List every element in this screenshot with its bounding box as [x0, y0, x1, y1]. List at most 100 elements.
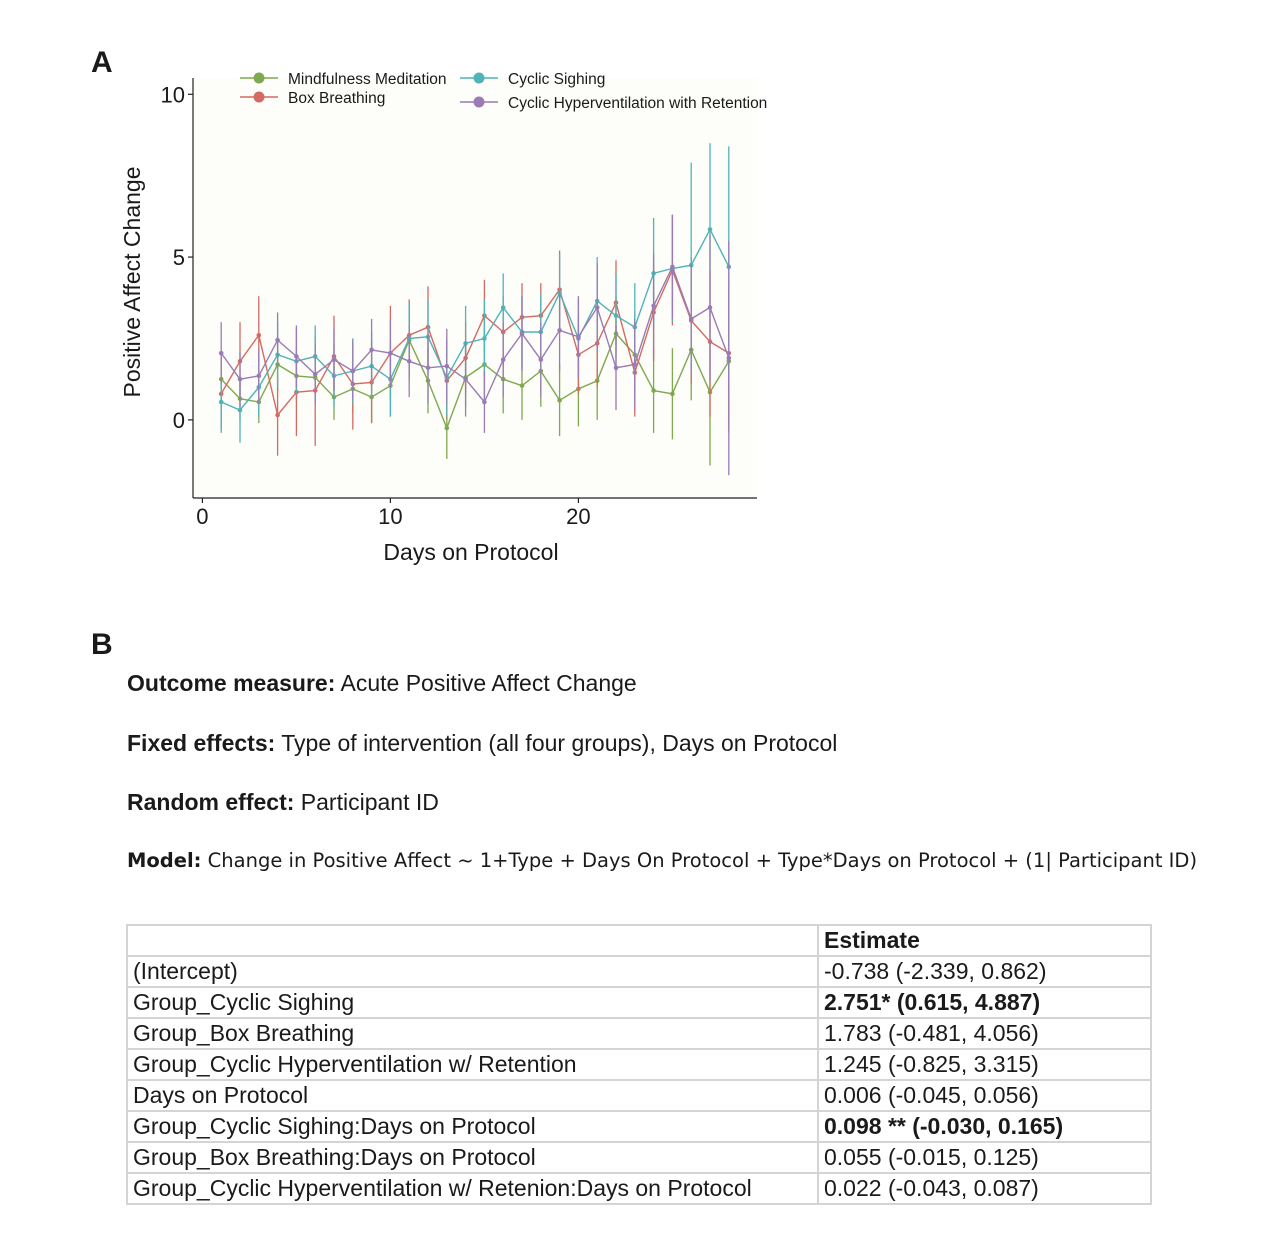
y-tick-label: 0 [173, 408, 185, 433]
data-point [632, 362, 638, 367]
legend-marker [253, 91, 265, 103]
table-header-estimate: Estimate [817, 924, 1152, 957]
data-point [425, 365, 431, 371]
legend-label: Cyclic Sighing [508, 71, 605, 88]
data-point [463, 376, 468, 382]
legend-marker [253, 72, 265, 84]
table-row: (Intercept) -0.738 (-2.339, 0.862) [126, 955, 1152, 988]
table-cell-term: Group_Cyclic Sighing [126, 986, 819, 1019]
table-cell-term: Group_Cyclic Sighing:Days on Protocol [126, 1110, 819, 1143]
outcome-measure-line: Outcome measure: Acute Positive Affect C… [127, 670, 637, 697]
table-row: Days on Protocol 0.006 (-0.045, 0.056) [126, 1079, 1152, 1112]
table-cell-estimate: 1.783 (-0.481, 4.056) [817, 1017, 1152, 1050]
data-point [275, 412, 280, 418]
y-axis-label: Positive Affect Change [119, 167, 145, 398]
data-point [519, 383, 525, 388]
data-point [388, 350, 393, 356]
table-cell-term: Group_Cyclic Hyperventilation w/ Retenti… [126, 1048, 819, 1081]
table-header-row: Estimate [126, 924, 1152, 957]
data-point [500, 357, 506, 362]
outcome-measure-label: Outcome measure: [127, 670, 336, 696]
table-cell-estimate: 0.006 (-0.045, 0.056) [817, 1079, 1152, 1112]
data-point [519, 331, 525, 336]
table-cell-estimate: 0.055 (-0.015, 0.125) [817, 1141, 1152, 1174]
model-line: Model: Change in Positive Affect ~ 1+Typ… [127, 849, 1197, 872]
legend-marker [473, 72, 485, 84]
data-point [688, 316, 694, 322]
data-point [594, 305, 600, 310]
data-point [218, 399, 224, 405]
y-tick-label: 10 [161, 82, 185, 107]
panel-b-label: B [91, 628, 113, 661]
data-point [237, 376, 243, 382]
data-point [557, 398, 562, 403]
table-row: Group_Cyclic Sighing:Days on Protocol 0.0… [126, 1110, 1152, 1143]
table-header-term [126, 924, 819, 957]
data-point [482, 336, 487, 341]
random-effect-label: Random effect: [127, 789, 295, 815]
data-point [500, 305, 506, 310]
x-tick-label: 10 [378, 504, 402, 529]
random-effect-line: Random effect: Participant ID [127, 789, 439, 816]
data-point [294, 354, 299, 359]
data-point [444, 425, 450, 431]
positive-affect-chart: 0 5 10 0 10 20 Days on Protocol Positive Affect… [119, 71, 767, 565]
data-point [538, 357, 544, 362]
series-line [220, 264, 730, 404]
table-cell-term: (Intercept) [126, 955, 819, 988]
table-cell-estimate: 0.022 (-0.043, 0.087) [817, 1172, 1152, 1205]
data-point [613, 365, 619, 371]
panel-a-label: A [91, 46, 113, 79]
data-point [707, 227, 713, 232]
data-point [576, 334, 581, 340]
data-point [482, 399, 487, 405]
data-point [350, 368, 356, 374]
data-point [331, 357, 337, 362]
legend-label: Mindfulness Meditation [288, 71, 447, 88]
legend-label: Box Breathing [288, 90, 385, 107]
table-cell-term: Group_Box Breathing:Days on Protocol [126, 1141, 819, 1174]
table-cell-term: Group_Box Breathing [126, 1017, 819, 1050]
data-point [312, 371, 318, 377]
data-point [670, 264, 675, 270]
table-cell-term: Days on Protocol [126, 1079, 819, 1112]
random-effect-value: Participant ID [300, 789, 439, 815]
data-point [369, 347, 374, 353]
table-row: Group_Cyclic Hyperventilation w/ Retenio… [126, 1172, 1152, 1205]
x-axis-label: Days on Protocol [383, 539, 558, 565]
data-point [613, 313, 619, 318]
plot-area [193, 78, 757, 498]
model-formula: Change in Positive Affect ~ 1+Type + Day… [207, 849, 1198, 872]
data-point [726, 355, 732, 361]
outcome-measure-value: Acute Positive Affect Change [340, 670, 637, 696]
coefficient-table: Estimate (Intercept) -0.738 (-2.339, 0.86… [126, 924, 1152, 1205]
data-point [218, 350, 224, 356]
x-tick-label: 0 [196, 504, 208, 529]
data-point [651, 303, 656, 309]
fixed-effects-label: Fixed effects: [127, 730, 276, 756]
legend-marker [473, 96, 485, 108]
model-label: Model: [127, 849, 202, 872]
table-row: Group_Box Breathing 1.783 (-0.481, 4.056) [126, 1017, 1152, 1050]
table-row: Group_Cyclic Hyperventilation w/ Retenti… [126, 1048, 1152, 1081]
data-point [651, 388, 656, 393]
data-point [406, 358, 412, 364]
data-point [444, 363, 450, 369]
series-line [220, 227, 730, 411]
table-row: Group_Cyclic Sighing 2.751* (0.615, 4.887… [126, 986, 1152, 1019]
series-line [220, 332, 730, 430]
table-row: Group_Box Breathing:Days on Protocol 0.05… [126, 1141, 1152, 1174]
x-tick-label: 20 [566, 504, 590, 529]
data-point [707, 305, 713, 310]
fixed-effects-value: Type of intervention (all four groups), … [281, 730, 838, 756]
table-cell-estimate: 1.245 (-0.825, 3.315) [817, 1048, 1152, 1081]
table-cell-estimate: 2.751* (0.615, 4.887) [817, 986, 1152, 1019]
legend-label: Cyclic Hyperventilation with Retention [508, 95, 767, 112]
data-point [237, 407, 243, 413]
data-point [670, 391, 675, 397]
table-cell-estimate: 0.098 ** (-0.030, 0.165) [817, 1110, 1152, 1143]
y-tick-label: 5 [173, 245, 185, 270]
fixed-effects-line: Fixed effects: Type of intervention (all… [127, 730, 837, 757]
table-cell-term: Group_Cyclic Hyperventilation w/ Retenio… [126, 1172, 819, 1205]
table-cell-estimate: -0.738 (-2.339, 0.862) [817, 955, 1152, 988]
